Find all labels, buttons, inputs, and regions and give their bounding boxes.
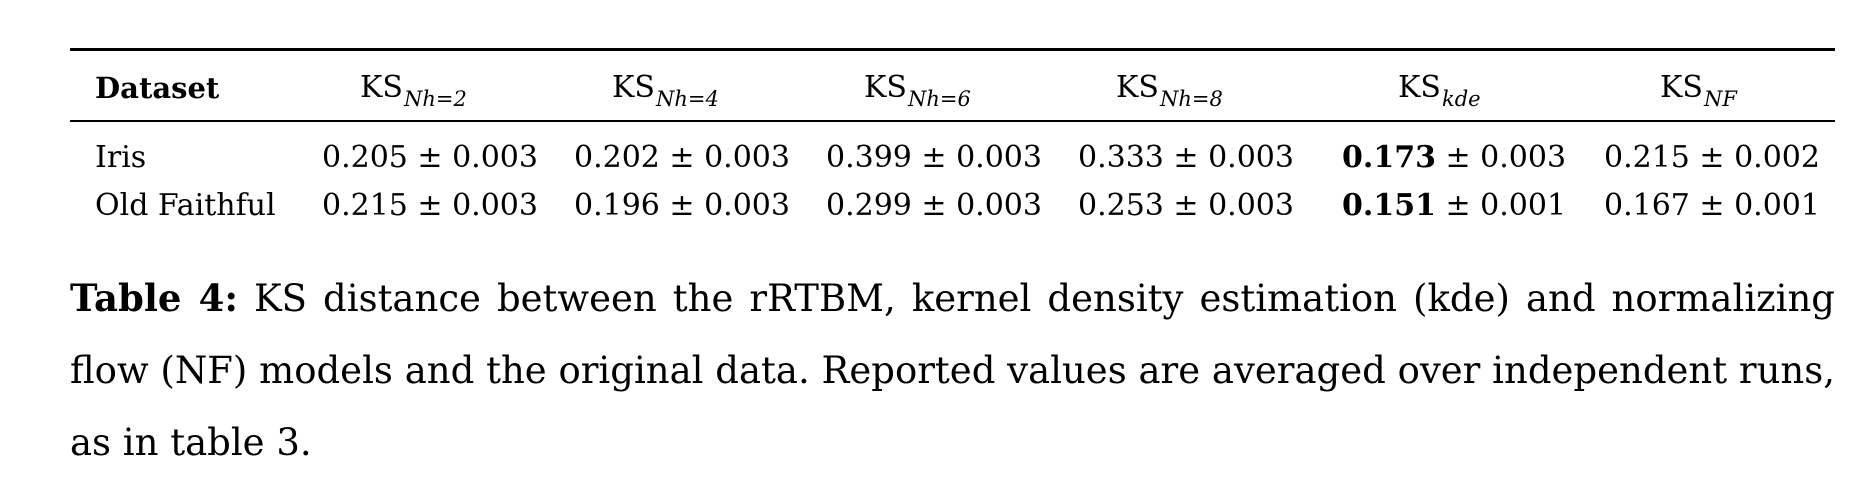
best-value: 0.151 (1342, 188, 1436, 223)
row-oldfaithful-ks-nh4: 0.196 ± 0.003 (574, 188, 790, 223)
header-ks-kde: KSkde (1398, 70, 1481, 111)
table-caption: Table 4: KS distance between the rRTBM, … (70, 262, 1835, 479)
row-oldfaithful-ks-kde: 0.151 ± 0.001 (1342, 188, 1567, 223)
header-ks-nh6: KSNh=6 (864, 70, 971, 111)
header-dataset: Dataset (95, 71, 220, 105)
header-ks-kde-main: KS (1398, 70, 1441, 105)
header-ks-nh4: KSNh=4 (612, 70, 719, 111)
row-iris-ks-nh4: 0.202 ± 0.003 (574, 140, 790, 175)
row-iris-ks-nh8: 0.333 ± 0.003 (1078, 140, 1294, 175)
header-ks-nf-main: KS (1660, 70, 1703, 105)
header-ks-nh2-main: KS (360, 70, 403, 105)
header-ks-nh2: KSNh=2 (360, 70, 467, 111)
caption-label: Table 4: (70, 276, 238, 320)
header-rule (70, 120, 1835, 122)
header-ks-nf-sub: NF (1703, 87, 1737, 111)
header-ks-nh4-main: KS (612, 70, 655, 105)
header-ks-nf: KSNF (1660, 70, 1737, 111)
header-ks-nh6-main: KS (864, 70, 907, 105)
header-ks-nh8: KSNh=8 (1116, 70, 1223, 111)
row-iris-ks-nh6: 0.399 ± 0.003 (826, 140, 1042, 175)
header-ks-nh8-sub: Nh=8 (1159, 87, 1223, 111)
caption-text: KS distance between the rRTBM, kernel de… (70, 277, 1835, 464)
row-oldfaithful-ks-nh2: 0.215 ± 0.003 (322, 188, 538, 223)
header-ks-nh8-main: KS (1116, 70, 1159, 105)
row-oldfaithful-ks-nh8: 0.253 ± 0.003 (1078, 188, 1294, 223)
row-oldfaithful-dataset: Old Faithful (95, 188, 276, 223)
header-ks-nh4-sub: Nh=4 (655, 87, 719, 111)
header-ks-nh6-sub: Nh=6 (907, 87, 971, 111)
row-iris-ks-nf: 0.215 ± 0.002 (1604, 140, 1820, 175)
row-iris-ks-kde: 0.173 ± 0.003 (1342, 140, 1567, 175)
header-ks-nh2-sub: Nh=2 (403, 87, 467, 111)
top-rule (70, 48, 1835, 51)
header-ks-kde-sub: kde (1441, 87, 1481, 111)
row-iris-dataset: Iris (95, 140, 147, 175)
row-oldfaithful-ks-nh6: 0.299 ± 0.003 (826, 188, 1042, 223)
best-value: 0.173 (1342, 140, 1436, 175)
row-iris-ks-nh2: 0.205 ± 0.003 (322, 140, 538, 175)
row-oldfaithful-ks-nf: 0.167 ± 0.001 (1604, 188, 1820, 223)
